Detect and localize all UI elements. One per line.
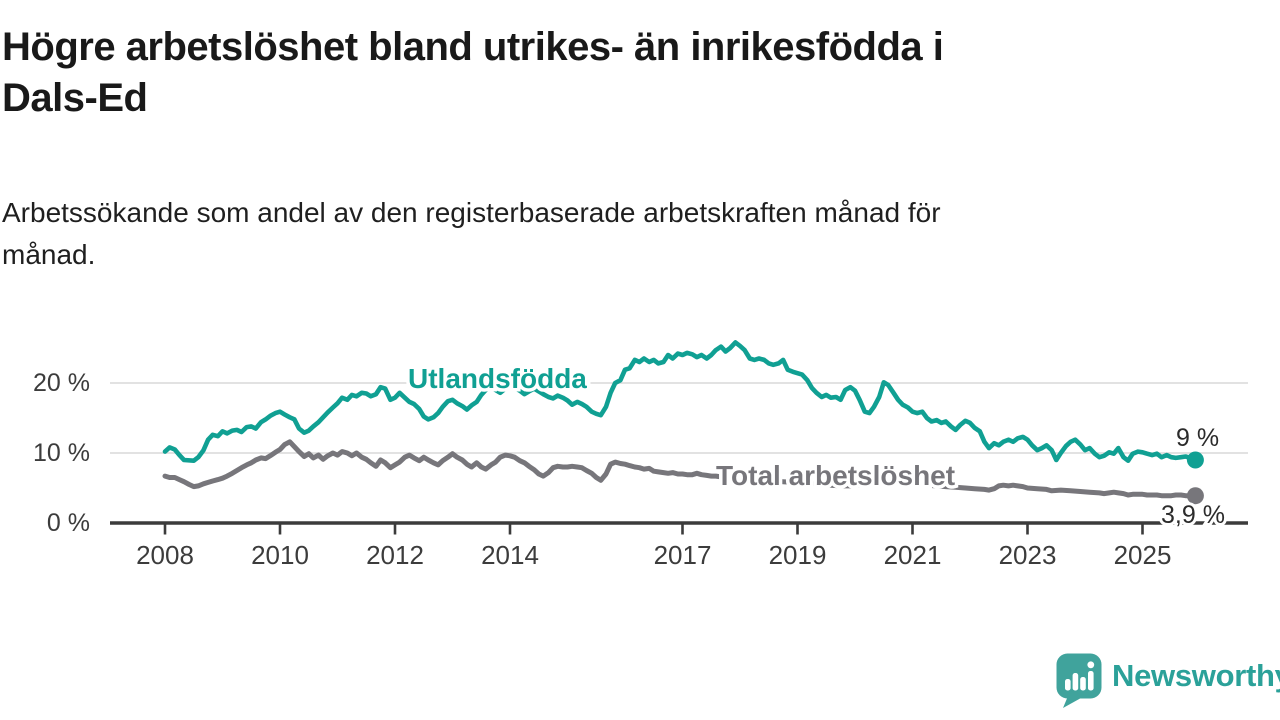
end-point-dot bbox=[1186, 451, 1204, 469]
y-axis-label: 10 % bbox=[33, 439, 90, 467]
page-title-line2: Dals-Ed bbox=[2, 76, 148, 120]
end-value-label-total: 3,9 % bbox=[1158, 498, 1228, 532]
x-axis-label: 2023 bbox=[998, 540, 1057, 570]
newsworthy-wordmark: Newsworthy bbox=[1112, 658, 1280, 693]
chart-subtitle: Arbetssökande som andel av den registerb… bbox=[2, 192, 1192, 276]
newsworthy-logo bbox=[1055, 652, 1105, 714]
series-label-total-arbetsloshet: Total arbetslöshet bbox=[712, 457, 958, 495]
x-axis-label: 2017 bbox=[653, 540, 712, 570]
end-point-dot bbox=[1186, 487, 1204, 505]
x-axis-label: 2021 bbox=[883, 540, 942, 570]
x-axis-label: 2008 bbox=[136, 540, 194, 570]
end-value-label-utlandsfodda: 9 % bbox=[1173, 421, 1222, 455]
x-axis-label: 2025 bbox=[1113, 540, 1172, 570]
y-axis-label: 0 % bbox=[46, 509, 90, 537]
chart-subtitle-line2: månad. bbox=[2, 239, 96, 270]
series-label-utlandsfodda: Utlandsfödda bbox=[405, 360, 591, 398]
x-axis-label: 2019 bbox=[768, 540, 827, 570]
x-axis-label: 2010 bbox=[251, 540, 309, 570]
chart-speech-bubble-icon bbox=[1056, 653, 1102, 708]
x-axis-label: 2012 bbox=[366, 540, 424, 570]
line-total-arbetsloshet bbox=[162, 439, 1198, 499]
y-axis-label: 20 % bbox=[33, 369, 90, 397]
line-utlandsfodda bbox=[162, 340, 1198, 464]
page-title-line1: Högre arbetslöshet bland utrikes- än inr… bbox=[2, 25, 944, 69]
x-axis-label: 2014 bbox=[481, 540, 539, 570]
chart-subtitle-line1: Arbetssökande som andel av den registerb… bbox=[2, 197, 941, 228]
page-title: Högre arbetslöshet bland utrikes- än inr… bbox=[2, 22, 1192, 124]
